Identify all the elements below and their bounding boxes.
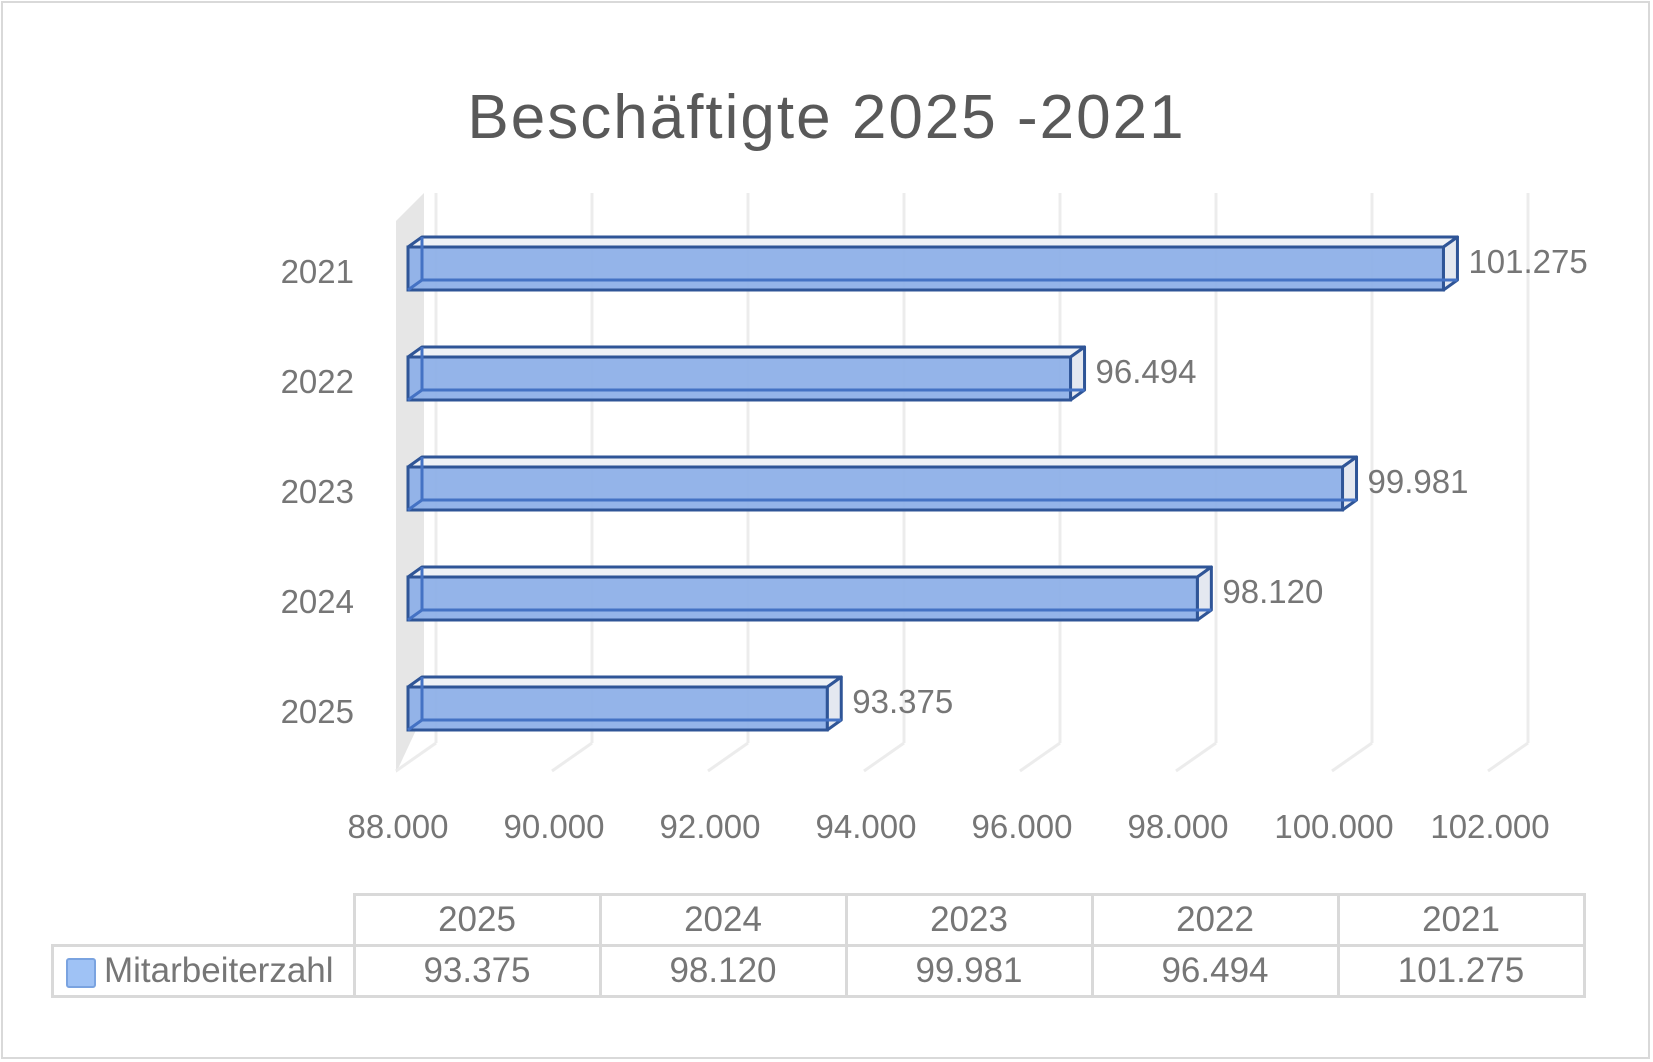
legend-label: Mitarbeiterzahl (104, 951, 334, 990)
gridline-floor (1487, 741, 1529, 773)
bar-inner-edge (407, 388, 423, 402)
legend-key-icon (66, 957, 96, 988)
bar (406, 245, 1445, 292)
gridline-floor (1175, 741, 1217, 773)
x-axis-tick-label: 94.000 (816, 808, 917, 845)
gridline-floor (551, 741, 593, 773)
gridline-floor (395, 741, 437, 773)
bar-end-face (1341, 455, 1359, 512)
gridline-floor (707, 741, 749, 773)
y-axis-tick-label: 2025 (281, 693, 354, 730)
data-label: 96.494 (1096, 353, 1197, 390)
data-table-cell: 93.375 (352, 944, 602, 998)
bar (406, 355, 1073, 402)
data-table-header: 2022 (1090, 893, 1340, 947)
data-table-corner (53, 895, 355, 946)
x-axis-tick-label: 98.000 (1128, 808, 1229, 845)
bar-end-face (1441, 235, 1459, 292)
x-axis-tick-label: 102.000 (1430, 808, 1549, 845)
x-axis-tick-label: 92.000 (660, 808, 761, 845)
plot-area: 88.000 90.000 92.000 94.000 96.000 98.000 100.… (281, 193, 1588, 845)
data-label: 98.120 (1222, 573, 1323, 610)
x-axis-tick-label: 100.000 (1274, 808, 1393, 845)
chart-title: Beschäftigte 2025 -2021 (467, 83, 1186, 152)
data-table-header-row: 2025 2024 2023 2022 2021 (53, 893, 1586, 947)
bar (406, 465, 1345, 512)
y-axis-tick-label: 2022 (281, 363, 354, 400)
data-table-header: 2023 (844, 893, 1094, 947)
data-table: 2025 2024 2023 2022 2021 Mitarbeiterzahl… (51, 893, 1586, 998)
legend-entry: Mitarbeiterzahl (51, 944, 356, 998)
x-axis-tick-label: 96.000 (972, 808, 1073, 845)
y-axis-tick-label: 2023 (281, 473, 354, 510)
x-axis-tick-label: 88.000 (348, 808, 449, 845)
data-table-cell: 98.120 (598, 944, 848, 998)
data-table-cell: 101.275 (1336, 944, 1586, 998)
bar (406, 575, 1199, 622)
data-table-cell: 99.981 (844, 944, 1094, 998)
bar (406, 685, 829, 732)
bar-inner-edge (407, 608, 423, 622)
bar-end-face (1069, 345, 1087, 402)
bar-end-face (1195, 565, 1213, 622)
gridline-floor (1331, 741, 1373, 773)
data-label: 101.275 (1468, 243, 1587, 280)
data-table-header: 2025 (352, 893, 602, 947)
bar-end-face (825, 675, 843, 732)
data-table-row: Mitarbeiterzahl 93.375 98.120 99.981 96.… (51, 944, 1586, 998)
x-axis-tick-label: 90.000 (504, 808, 605, 845)
data-label: 99.981 (1368, 463, 1469, 500)
data-table-cell: 96.494 (1090, 944, 1340, 998)
bar-inner-edge (407, 498, 423, 512)
bar-inner-edge (407, 718, 423, 732)
bar-inner-edge (407, 278, 423, 292)
y-axis-tick-label: 2021 (281, 253, 354, 290)
data-table-header: 2021 (1336, 893, 1586, 947)
data-label: 93.375 (852, 683, 953, 720)
gridline-floor (863, 741, 905, 773)
gridline-floor (1019, 741, 1061, 773)
y-axis-tick-label: 2024 (281, 583, 354, 620)
data-table-header: 2024 (598, 893, 848, 947)
